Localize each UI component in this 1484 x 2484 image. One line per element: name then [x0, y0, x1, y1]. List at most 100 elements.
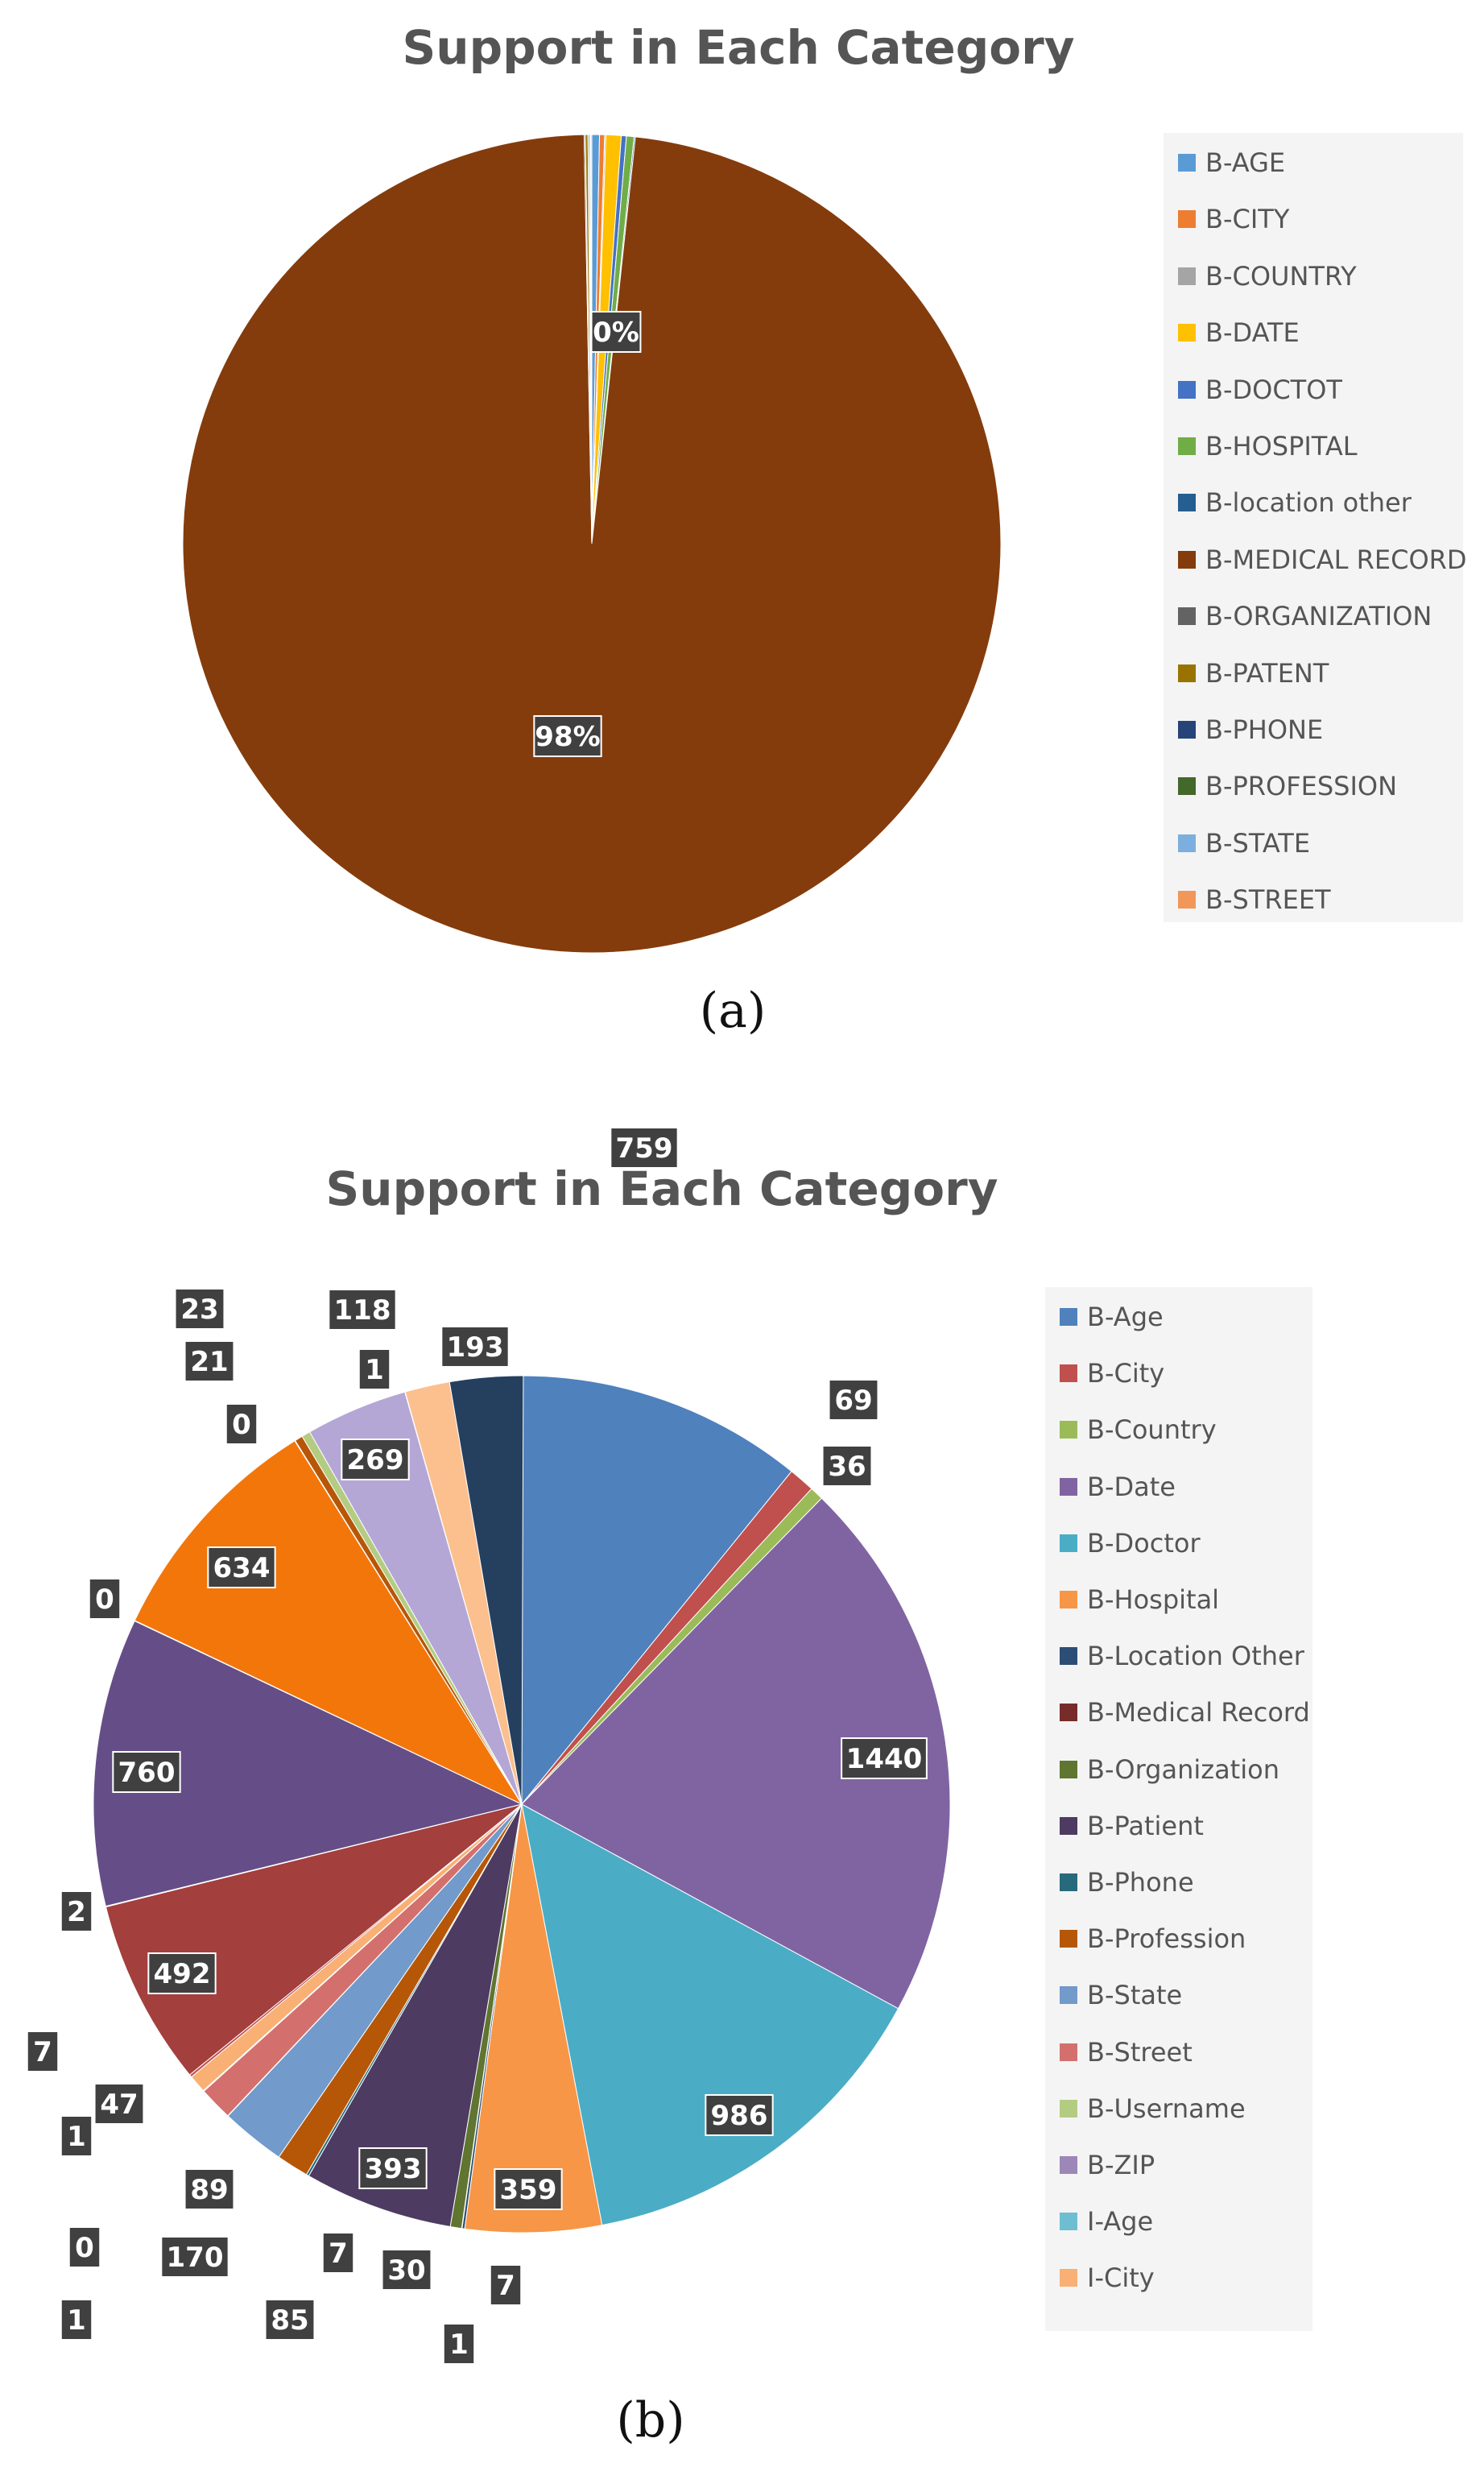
chart-b-legend-swatch — [1060, 2043, 1077, 2061]
chart-b-legend: B-Age B-City B-Country B-Date B-Doctor B-Hosp… — [1045, 1287, 1312, 2331]
chart-b-legend-label: B-Organization — [1087, 1753, 1279, 1785]
chart-b-legend-item: B-Organization — [1060, 1754, 1279, 1785]
chart-a-legend-label: B-STREET — [1205, 884, 1331, 916]
chart-a-legend-label: B-COUNTRY — [1205, 260, 1357, 292]
chart-b-legend-label: B-Age — [1087, 1302, 1164, 1332]
data-label: 7 — [321, 2232, 355, 2274]
data-label: 7 — [26, 2031, 60, 2072]
data-label: 1 — [60, 2299, 93, 2341]
svg-text:492: 492 — [154, 1958, 211, 1990]
chart-a-legend-item: B-location other — [1178, 487, 1412, 518]
data-label: 30 — [381, 2249, 432, 2291]
svg-text:1: 1 — [365, 1354, 384, 1386]
chart-b: Support in Each Category 759 69 36 1440 986 3… — [0, 1112, 1484, 2484]
data-label: 118 — [328, 1289, 397, 1331]
data-label: 634 — [207, 1546, 276, 1588]
chart-a: Support in Each Category 0% 98% B-AGE B-CI… — [0, 0, 1484, 1112]
svg-text:0%: 0% — [593, 317, 639, 349]
data-label: 759 — [610, 1127, 679, 1169]
chart-b-legend-swatch — [1060, 1647, 1077, 1666]
pie-slice — [449, 1375, 524, 1805]
chart-a-legend-label: B-ORGANIZATION — [1205, 601, 1432, 632]
data-label: 1 — [442, 2323, 476, 2365]
chart-b-legend-item: B-Patient — [1060, 1811, 1204, 1841]
svg-text:23: 23 — [180, 1294, 218, 1326]
svg-text:760: 760 — [118, 1757, 176, 1789]
svg-text:21: 21 — [190, 1346, 228, 1378]
chart-b-legend-item: B-ZIP — [1060, 2150, 1155, 2180]
pie-slice — [464, 1803, 603, 2234]
data-label: 170 — [160, 2236, 229, 2278]
svg-text:0: 0 — [232, 1409, 251, 1441]
svg-text:0: 0 — [75, 2232, 94, 2264]
svg-text:47: 47 — [100, 2089, 138, 2121]
chart-a-legend-label: B-PATENT — [1205, 657, 1329, 689]
chart-a-legend-swatch — [1178, 891, 1196, 909]
chart-a-legend: B-AGE B-CITY B-COUNTRY B-DATE B-DOCTOT B-HOSP… — [1164, 133, 1467, 922]
data-label: 269 — [341, 1439, 410, 1480]
data-label: 492 — [147, 1952, 217, 1994]
svg-text:393: 393 — [365, 2153, 422, 2185]
chart-a-legend-label: B-PROFESSION — [1205, 771, 1398, 802]
data-label: 0 — [225, 1403, 258, 1445]
chart-a-legend-swatch — [1178, 210, 1196, 229]
chart-b-legend-item: B-Age — [1060, 1302, 1164, 1332]
chart-b-legend-label: B-City — [1087, 1358, 1165, 1389]
chart-b-legend-item: B-Street — [1060, 2037, 1193, 2068]
svg-text:2: 2 — [67, 1896, 86, 1928]
chart-a-legend-item: B-CITY — [1178, 204, 1289, 234]
svg-text:89: 89 — [190, 2174, 228, 2206]
data-label: 69 — [828, 1379, 879, 1421]
data-label: 23 — [174, 1288, 225, 1330]
data-label: 393 — [358, 2147, 428, 2189]
svg-text:0: 0 — [95, 1584, 114, 1616]
chart-b-legend-label: B-Patient — [1087, 1810, 1204, 1841]
chart-b-title: Support in Each Category — [325, 1161, 998, 1216]
chart-b-legend-label: B-Phone — [1087, 1867, 1194, 1898]
chart-a-legend-item: B-MEDICAL RECORD — [1178, 544, 1467, 575]
chart-b-legend-label: B-Hospital — [1087, 1584, 1220, 1615]
chart-a-legend-label: B-PHONE — [1205, 714, 1324, 745]
chart-a-legend-swatch — [1178, 494, 1196, 512]
svg-text:634: 634 — [213, 1552, 271, 1584]
data-label: 7 — [489, 2264, 523, 2306]
svg-text:269: 269 — [347, 1444, 404, 1476]
chart-b-legend-item: I-Age — [1060, 2206, 1153, 2237]
chart-a-legend-item: B-PHONE — [1178, 714, 1323, 745]
chart-a-legend-label: B-DATE — [1205, 317, 1300, 349]
chart-b-legend-swatch — [1060, 2099, 1077, 2118]
chart-a-legend-swatch — [1178, 834, 1196, 852]
chart-b-legend-label: B-Location Other — [1087, 1641, 1304, 1672]
chart-b-legend-label: B-Medical Record — [1087, 1697, 1310, 1728]
chart-b-legend-swatch — [1060, 1930, 1077, 1948]
chart-b-legend-label: I-City — [1087, 2263, 1155, 2294]
chart-b-pie: 7596936144098635971303937851701890147749… — [26, 1127, 951, 2365]
chart-a-legend-item: B-DATE — [1178, 317, 1300, 348]
data-label: 0 — [68, 2226, 101, 2268]
chart-b-legend-item: B-Country — [1060, 1414, 1217, 1445]
data-label: 359 — [494, 2168, 563, 2210]
data-label: 193 — [440, 1326, 510, 1368]
chart-a-legend-swatch — [1178, 267, 1196, 285]
chart-b-legend-label: B-Username — [1087, 2093, 1246, 2124]
svg-text:7: 7 — [329, 2238, 348, 2270]
chart-b-caption: (b) — [616, 2392, 685, 2449]
chart-a-legend-item: B-COUNTRY — [1178, 261, 1357, 292]
svg-text:1: 1 — [449, 2329, 469, 2361]
data-label: 36 — [821, 1445, 873, 1487]
chart-b-legend-label: B-State — [1087, 1980, 1183, 2011]
chart-b-legend-label: B-Doctor — [1087, 1527, 1201, 1559]
data-label: 1440 — [841, 1737, 928, 1779]
chart-b-legend-swatch — [1060, 1421, 1077, 1439]
svg-text:1: 1 — [67, 2304, 86, 2337]
svg-text:359: 359 — [500, 2174, 557, 2206]
chart-b-legend-label: B-Street — [1087, 2036, 1193, 2068]
chart-a-legend-item: B-ORGANIZATION — [1178, 601, 1432, 631]
data-label: 1 — [358, 1348, 391, 1390]
chart-b-legend-swatch — [1060, 1760, 1077, 1778]
svg-text:69: 69 — [834, 1385, 872, 1417]
data-label: 0 — [88, 1578, 122, 1620]
chart-b-legend-swatch — [1060, 2213, 1077, 2231]
pie-slice — [308, 1803, 523, 2228]
chart-b-legend-item: B-State — [1060, 1980, 1182, 2010]
